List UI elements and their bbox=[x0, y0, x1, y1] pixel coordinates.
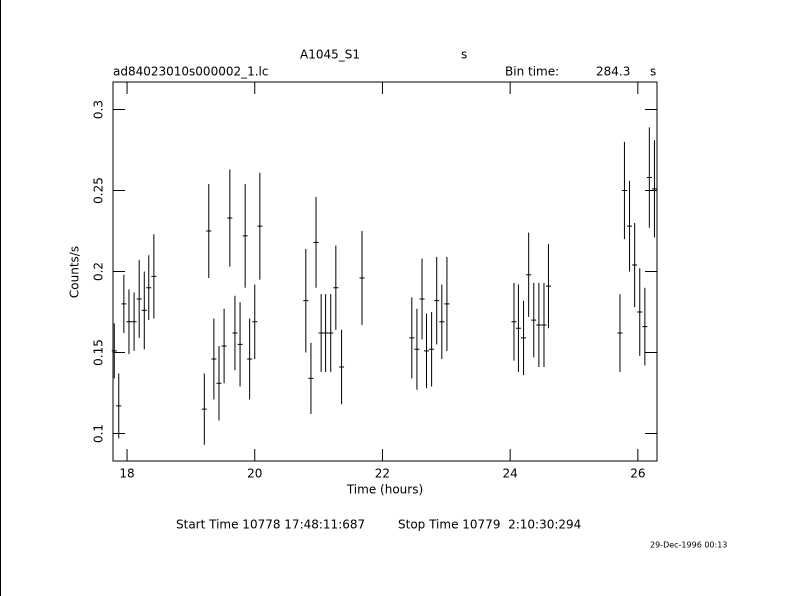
bin-time-unit: s bbox=[650, 65, 656, 79]
error-bar bbox=[252, 284, 258, 359]
error-bar bbox=[111, 323, 117, 379]
error-bar bbox=[237, 302, 243, 387]
error-bar bbox=[308, 342, 314, 415]
error-bar bbox=[146, 255, 152, 321]
error-bar bbox=[531, 282, 537, 358]
error-bar bbox=[242, 184, 248, 288]
error-bar bbox=[359, 231, 365, 325]
file-name: ad84023010s000002_1.lc bbox=[113, 65, 269, 79]
x-tick-label: 26 bbox=[630, 467, 645, 481]
y-tick-label: 0.25 bbox=[92, 177, 106, 204]
error-bar bbox=[621, 141, 627, 240]
error-bar bbox=[221, 308, 227, 384]
x-tick-label: 20 bbox=[247, 467, 262, 481]
error-bar bbox=[439, 284, 445, 359]
error-bar bbox=[526, 232, 532, 317]
y-tick-label: 0.1 bbox=[92, 424, 106, 443]
error-bar bbox=[632, 222, 638, 308]
error-bar bbox=[313, 196, 319, 288]
error-bar bbox=[318, 294, 324, 372]
y-tick-label: 0.3 bbox=[92, 100, 106, 119]
x-axis-label: Time (hours) bbox=[346, 483, 423, 497]
error-bar bbox=[511, 282, 517, 361]
error-bar bbox=[232, 295, 238, 371]
y-tick-label: 0.2 bbox=[92, 262, 106, 281]
error-bar bbox=[116, 373, 122, 439]
stop-time: Stop Time 10779 2:10:30:294 bbox=[398, 518, 581, 532]
error-bar bbox=[419, 258, 425, 340]
error-bar bbox=[627, 180, 633, 272]
x-tick-label: 18 bbox=[119, 467, 134, 481]
error-bar bbox=[515, 284, 521, 372]
error-bar bbox=[637, 268, 643, 356]
error-bar bbox=[227, 169, 233, 267]
error-bar bbox=[521, 300, 527, 376]
chart-title: A1045_S1 bbox=[300, 48, 360, 62]
bin-time-label: Bin time: bbox=[505, 65, 559, 79]
error-bar bbox=[323, 294, 329, 372]
error-bar bbox=[339, 329, 345, 405]
error-bar bbox=[216, 346, 222, 421]
title-unit: s bbox=[461, 48, 467, 62]
error-bar bbox=[642, 287, 648, 366]
error-bar bbox=[333, 245, 339, 330]
error-bar bbox=[201, 373, 207, 445]
error-bar bbox=[429, 311, 435, 387]
start-time: Start Time 10778 17:48:11:687 bbox=[176, 518, 365, 532]
y-axis-label: Counts/s bbox=[68, 246, 82, 298]
error-bar bbox=[257, 172, 263, 280]
error-bar bbox=[131, 292, 137, 351]
error-bar bbox=[303, 248, 309, 353]
error-bar bbox=[646, 127, 652, 228]
error-bar bbox=[651, 140, 657, 238]
error-bar bbox=[247, 318, 253, 400]
error-bar bbox=[545, 243, 551, 329]
plot-frame bbox=[112, 81, 658, 462]
error-bar bbox=[206, 184, 212, 278]
error-bar bbox=[409, 297, 415, 379]
date: 29-Dec-1996 00:13 bbox=[650, 541, 727, 550]
error-bar bbox=[136, 260, 142, 338]
error-bar bbox=[211, 318, 217, 400]
error-bar bbox=[617, 294, 623, 372]
error-bar bbox=[141, 271, 147, 350]
error-bar bbox=[414, 308, 420, 390]
y-tick-label: 0.15 bbox=[92, 339, 106, 366]
error-bar bbox=[541, 282, 547, 368]
error-bar bbox=[444, 256, 450, 351]
x-tick-label: 22 bbox=[375, 467, 390, 481]
error-bar bbox=[328, 294, 334, 372]
error-bar bbox=[126, 289, 132, 355]
bin-time: 284.3 bbox=[596, 65, 630, 79]
error-bar bbox=[434, 256, 440, 345]
error-bar bbox=[151, 234, 157, 319]
error-bar bbox=[536, 282, 542, 368]
error-bar bbox=[424, 313, 430, 389]
error-bar bbox=[121, 274, 127, 334]
x-tick-label: 24 bbox=[503, 467, 518, 481]
